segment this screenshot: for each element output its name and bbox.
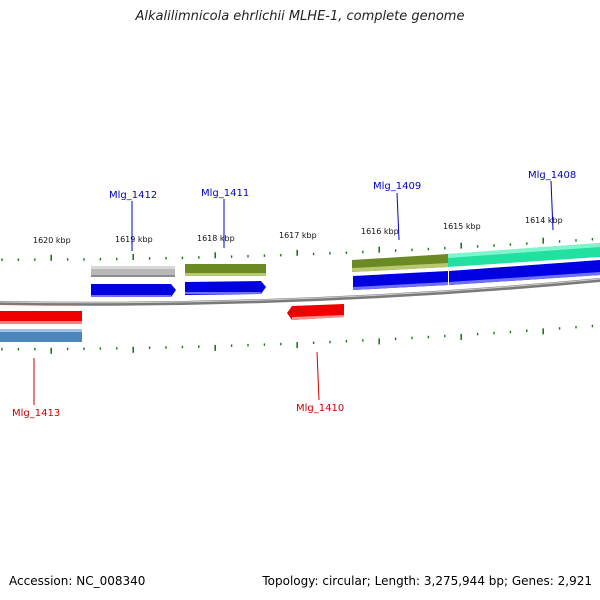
- feature-blue-mlg-1408[interactable]: [449, 260, 600, 285]
- lower-scale-ticks: [1, 324, 594, 354]
- feature-red-mlg-1410[interactable]: [287, 304, 344, 320]
- genome-summary: Topology: circular; Length: 3,275,944 bp…: [262, 574, 592, 588]
- map-title: Alkalilimnicola ehrlichii MLHE-1, comple…: [135, 9, 465, 24]
- genome-backbone: [0, 278, 600, 306]
- accession-label: Accession: NC_008340: [9, 574, 146, 588]
- gene-label-mlg-1411[interactable]: Mlg_1411: [201, 188, 249, 199]
- feature-teal-mlg-1408[interactable]: [448, 243, 600, 267]
- scale-label-1618: 1618 kbp: [197, 234, 235, 243]
- feature-olive-mlg-1409[interactable]: [352, 254, 448, 272]
- gene-label-mlg-1410[interactable]: Mlg_1410: [296, 403, 344, 414]
- gene-label-leaders: [33, 180, 554, 405]
- genome-backbone-highlight: [0, 278, 600, 304]
- feature-steelblue-mlg-1413[interactable]: [0, 329, 82, 342]
- scale-label-1617: 1617 kbp: [279, 231, 317, 240]
- scale-labels: 1620 kbp 1619 kbp 1618 kbp 1617 kbp 1616…: [33, 216, 563, 245]
- gene-labels: Mlg_1412 Mlg_1411 Mlg_1409 Mlg_1408 Mlg_…: [12, 170, 576, 419]
- feature-blue-mlg-1411[interactable]: [185, 281, 266, 295]
- scale-label-1619: 1619 kbp: [115, 235, 153, 244]
- gene-label-mlg-1408[interactable]: Mlg_1408: [528, 170, 576, 181]
- feature-red-mlg-1413[interactable]: [0, 311, 82, 324]
- feature-gray[interactable]: [91, 266, 175, 277]
- feature-blue-mlg-1409[interactable]: [353, 271, 448, 290]
- gene-label-mlg-1413[interactable]: Mlg_1413: [12, 408, 60, 419]
- feature-olive-mlg-1411[interactable]: [185, 264, 266, 276]
- scale-label-1620: 1620 kbp: [33, 236, 71, 245]
- scale-label-1615: 1615 kbp: [443, 222, 481, 231]
- gene-label-mlg-1412[interactable]: Mlg_1412: [109, 190, 157, 201]
- feature-blue-mlg-1412[interactable]: [91, 284, 176, 297]
- upper-scale-ticks: [1, 237, 594, 261]
- scale-label-1614: 1614 kbp: [525, 216, 563, 225]
- gene-label-mlg-1409[interactable]: Mlg_1409: [373, 181, 421, 192]
- scale-label-1616: 1616 kbp: [361, 227, 399, 236]
